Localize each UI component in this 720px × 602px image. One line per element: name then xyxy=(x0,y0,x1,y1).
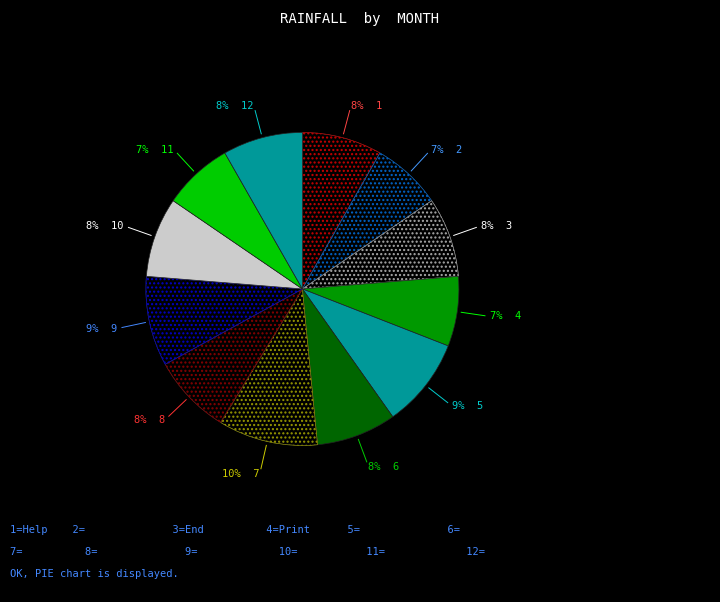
Text: 7%  11: 7% 11 xyxy=(136,144,174,155)
Text: 8%  12: 8% 12 xyxy=(216,101,254,111)
Text: 1=Help    2=              3=End          4=Print      5=              6=: 1=Help 2= 3=End 4=Print 5= 6= xyxy=(10,525,460,535)
Text: OK, PIE chart is displayed.: OK, PIE chart is displayed. xyxy=(10,569,179,579)
Wedge shape xyxy=(146,276,302,364)
Wedge shape xyxy=(302,200,459,289)
Wedge shape xyxy=(302,132,380,289)
Text: 7%  2: 7% 2 xyxy=(431,144,462,155)
Text: 10%  7: 10% 7 xyxy=(222,468,260,479)
Wedge shape xyxy=(173,153,302,289)
Text: 8%  6: 8% 6 xyxy=(369,462,400,471)
Text: 8%  1: 8% 1 xyxy=(351,101,382,111)
Text: 7%  4: 7% 4 xyxy=(490,311,521,321)
Text: 8%  10: 8% 10 xyxy=(86,221,124,231)
Text: 9%  9: 9% 9 xyxy=(86,323,117,334)
Wedge shape xyxy=(220,289,318,445)
Wedge shape xyxy=(146,200,302,289)
Text: 9%  5: 9% 5 xyxy=(451,401,483,411)
Wedge shape xyxy=(165,289,302,423)
Wedge shape xyxy=(302,289,392,445)
Text: 8%  3: 8% 3 xyxy=(481,221,513,231)
Text: RAINFALL  by  MONTH: RAINFALL by MONTH xyxy=(280,12,440,26)
Wedge shape xyxy=(302,153,432,289)
Text: 8%  8: 8% 8 xyxy=(134,415,165,424)
Text: 7=          8=              9=             10=           11=             12=: 7= 8= 9= 10= 11= 12= xyxy=(10,547,485,557)
Wedge shape xyxy=(302,289,448,417)
Wedge shape xyxy=(225,132,302,289)
Wedge shape xyxy=(302,276,459,346)
